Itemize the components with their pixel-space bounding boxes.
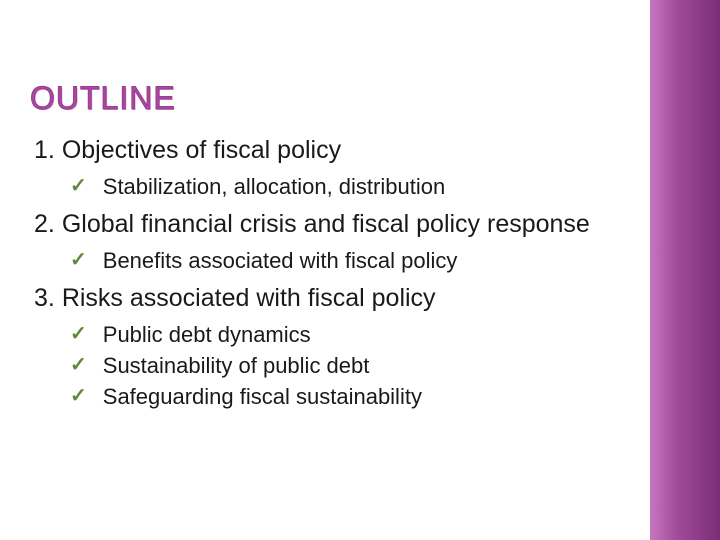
sub-text: Safeguarding fiscal sustainability [103, 382, 422, 413]
sub-text: Stabilization, allocation, distribution [103, 172, 445, 203]
outline-item-1: 1. Objectives of fiscal policy [30, 135, 630, 166]
sub-list-3: ✓ Public debt dynamics ✓ Sustainability … [70, 320, 630, 412]
sub-text: Sustainability of public debt [103, 351, 370, 382]
outline-item-2: 2. Global financial crisis and fiscal po… [30, 209, 630, 240]
sub-list-1: ✓ Stabilization, allocation, distributio… [70, 172, 630, 203]
item-number: 3. [34, 284, 55, 312]
slide-content: OUTLINE 1. Objectives of fiscal policy ✓… [30, 80, 630, 417]
outline-item-3: 3. Risks associated with fiscal policy [30, 283, 630, 314]
sub-text: Public debt dynamics [103, 320, 311, 351]
item-number: 1. [34, 136, 55, 164]
sub-item: ✓ Stabilization, allocation, distributio… [70, 172, 630, 203]
check-icon: ✓ [70, 172, 87, 200]
sub-item: ✓ Benefits associated with fiscal policy [70, 246, 630, 277]
slide-title: OUTLINE [30, 80, 630, 117]
item-number: 2. [34, 210, 55, 238]
item-text: Risks associated with fiscal policy [62, 284, 436, 312]
item-text: Global financial crisis and fiscal polic… [62, 210, 590, 238]
sidebar-accent [650, 0, 720, 540]
sub-text: Benefits associated with fiscal policy [103, 246, 458, 277]
sub-item: ✓ Sustainability of public debt [70, 351, 630, 382]
item-text: Objectives of fiscal policy [62, 136, 341, 164]
check-icon: ✓ [70, 320, 87, 348]
check-icon: ✓ [70, 382, 87, 410]
check-icon: ✓ [70, 351, 87, 379]
sub-list-2: ✓ Benefits associated with fiscal policy [70, 246, 630, 277]
sub-item: ✓ Public debt dynamics [70, 320, 630, 351]
sub-item: ✓ Safeguarding fiscal sustainability [70, 382, 630, 413]
check-icon: ✓ [70, 246, 87, 274]
